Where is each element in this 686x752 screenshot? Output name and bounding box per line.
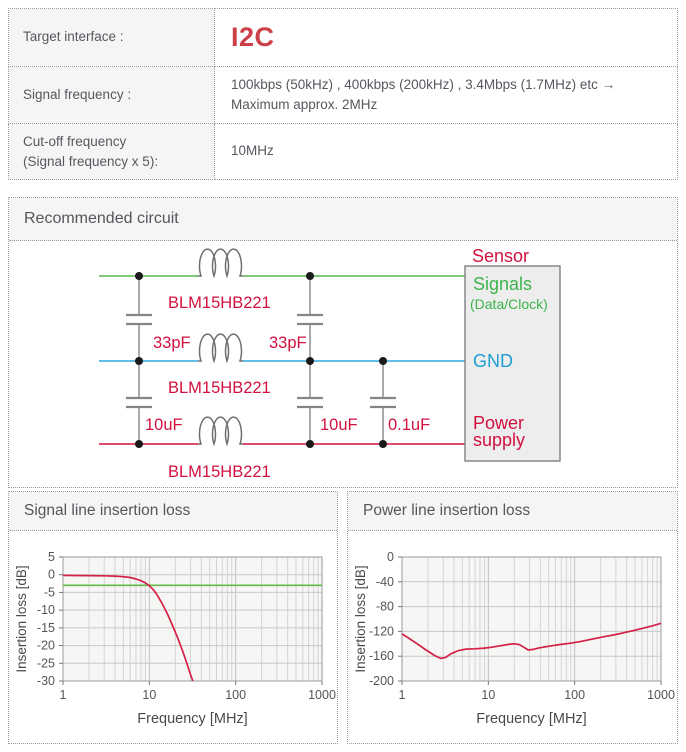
capacitor-icon bbox=[297, 276, 323, 362]
svg-text:-200: -200 bbox=[369, 674, 394, 688]
gnd-label: GND bbox=[473, 351, 513, 371]
ferrite-bead-icon bbox=[198, 333, 243, 364]
cutoff-frequency-value: 10MHz bbox=[214, 122, 678, 181]
svg-text:1000: 1000 bbox=[647, 688, 675, 702]
svg-text:100: 100 bbox=[564, 688, 585, 702]
svg-text:10: 10 bbox=[481, 688, 495, 702]
power-supply-label: supply bbox=[473, 430, 525, 450]
power-loss-panel: Power line insertion loss 1 10 100 1000 0 -40… bbox=[347, 491, 678, 745]
ferrite-bead-label: BLM15HB221 bbox=[168, 379, 271, 397]
table-row: Target interface : I2C bbox=[8, 8, 678, 67]
data-clock-label: (Data/Clock) bbox=[470, 296, 548, 312]
svg-text:5: 5 bbox=[48, 550, 55, 564]
svg-text:Insertion loss [dB]: Insertion loss [dB] bbox=[14, 565, 29, 672]
capacitor-icon bbox=[370, 361, 396, 445]
svg-text:Frequency [MHz]: Frequency [MHz] bbox=[137, 711, 247, 727]
svg-text:Frequency [MHz]: Frequency [MHz] bbox=[476, 711, 586, 727]
svg-text:-20: -20 bbox=[37, 639, 55, 653]
svg-text:-160: -160 bbox=[369, 649, 394, 663]
ferrite-bead-icon bbox=[198, 248, 243, 279]
svg-text:-10: -10 bbox=[37, 603, 55, 617]
table-row: Cut-off frequency (Signal frequency x 5)… bbox=[8, 122, 678, 181]
sensor-label: Sensor bbox=[472, 246, 529, 266]
svg-text:100: 100 bbox=[225, 688, 246, 702]
svg-text:-80: -80 bbox=[376, 600, 394, 614]
power-loss-chart: 1 10 100 1000 0 -40 -80 -120 -160 -200 Frequency [… bbox=[353, 550, 675, 727]
ferrite-bead-label: BLM15HB221 bbox=[168, 294, 271, 312]
signal-loss-panel: Signal line insertion loss 1 10 100 1000 5 0 -… bbox=[8, 491, 338, 745]
svg-text:Insertion loss [dB]: Insertion loss [dB] bbox=[353, 565, 368, 672]
junction-dots bbox=[135, 272, 387, 449]
capacitor-icon bbox=[126, 276, 152, 362]
cap-value-label: 10uF bbox=[145, 416, 183, 434]
section-title: Recommended circuit bbox=[9, 198, 677, 242]
cap-value-label: 33pF bbox=[269, 334, 307, 352]
svg-text:0: 0 bbox=[387, 550, 394, 564]
cap-value-label: 0.1uF bbox=[388, 416, 430, 434]
signal-loss-chart: 1 10 100 1000 5 0 -5 -10 -15 -20 -25 -30 Frequency [… bbox=[14, 550, 336, 727]
signals-label: Signals bbox=[473, 274, 532, 294]
svg-text:-40: -40 bbox=[376, 575, 394, 589]
svg-text:0: 0 bbox=[48, 568, 55, 582]
svg-text:-5: -5 bbox=[44, 586, 55, 600]
chart-title: Signal line insertion loss bbox=[9, 492, 337, 532]
ferrite-bead-icon bbox=[198, 416, 243, 447]
capacitor-icon bbox=[126, 361, 152, 445]
signal-frequency-value: 100kbps (50kHz) , 400kbps (200kHz) , 3.4… bbox=[214, 65, 678, 124]
chart-title: Power line insertion loss bbox=[348, 492, 677, 532]
svg-text:-30: -30 bbox=[37, 674, 55, 688]
svg-text:-25: -25 bbox=[37, 656, 55, 670]
ferrite-bead-label: BLM15HB221 bbox=[168, 463, 271, 481]
cutoff-frequency-label: Cut-off frequency (Signal frequency x 5)… bbox=[8, 122, 215, 181]
recommended-circuit-section: Recommended circuit bbox=[8, 197, 678, 489]
svg-text:10: 10 bbox=[142, 688, 156, 702]
spec-table: Target interface : I2C Signal frequency … bbox=[8, 8, 678, 181]
sensor-box bbox=[464, 265, 561, 462]
svg-text:-15: -15 bbox=[37, 621, 55, 635]
svg-text:1000: 1000 bbox=[308, 688, 336, 702]
svg-text:1: 1 bbox=[399, 688, 406, 702]
signal-frequency-label: Signal frequency : bbox=[8, 65, 215, 124]
target-interface-label: Target interface : bbox=[8, 8, 215, 67]
table-row: Signal frequency : 100kbps (50kHz) , 400… bbox=[8, 65, 678, 124]
cap-value-label: 33pF bbox=[153, 334, 191, 352]
svg-text:1: 1 bbox=[60, 688, 67, 702]
circuit-svg: Sensor Signals (Data/Clock) GND Power su… bbox=[99, 246, 561, 481]
power-supply-label: Power bbox=[473, 413, 524, 433]
cap-value-label: 10uF bbox=[320, 416, 358, 434]
capacitor-icon bbox=[297, 361, 323, 445]
svg-text:-120: -120 bbox=[369, 625, 394, 639]
circuit-diagram: Sensor Signals (Data/Clock) GND Power su… bbox=[9, 241, 677, 488]
target-interface-value: I2C bbox=[231, 22, 275, 52]
charts-row: Signal line insertion loss 1 10 100 1000 5 0-… bbox=[8, 491, 678, 745]
